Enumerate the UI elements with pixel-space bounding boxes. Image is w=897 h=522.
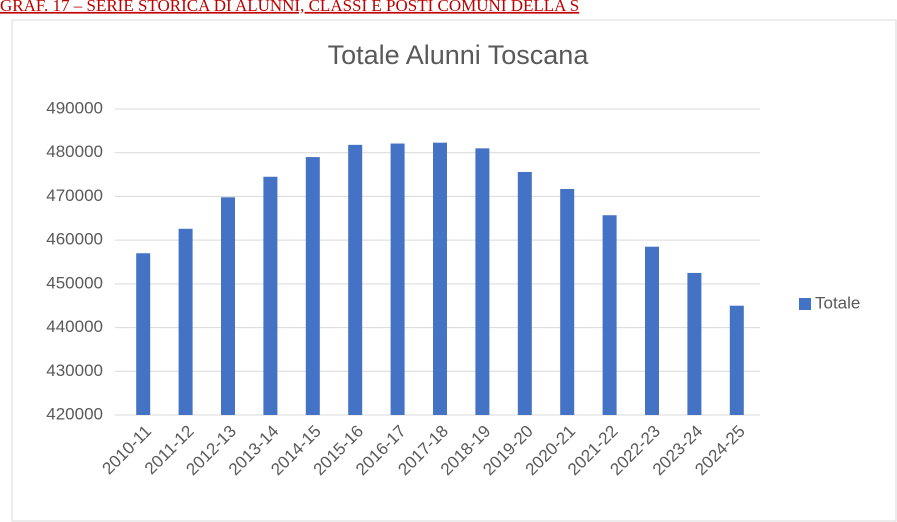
y-tick-label: 470000 [46, 186, 103, 205]
bar [602, 215, 617, 415]
legend-label: Totale [815, 293, 860, 312]
bar [136, 253, 151, 415]
y-tick-label: 480000 [46, 142, 103, 161]
bar [263, 176, 278, 415]
bar [475, 148, 490, 416]
bar [517, 171, 532, 415]
bar [390, 143, 405, 415]
bar [645, 246, 659, 415]
bar [729, 305, 744, 415]
chart-title: Totale Alunni Toscana [328, 40, 590, 70]
y-tick-label: 430000 [46, 361, 103, 380]
bar [305, 157, 320, 416]
legend-swatch [799, 298, 811, 310]
bar [433, 142, 447, 415]
bar [348, 144, 363, 416]
y-tick-label: 420000 [46, 404, 103, 423]
bar [221, 197, 235, 415]
bar [687, 272, 702, 415]
y-tick-label: 450000 [46, 273, 103, 292]
chart-frame [11, 19, 897, 522]
y-tick-label: 460000 [46, 230, 103, 249]
y-tick-label: 490000 [46, 98, 103, 117]
bar [560, 188, 575, 415]
bar [178, 228, 193, 415]
y-tick-label: 440000 [46, 317, 103, 336]
caption: GRAF. 17 – SERIE STORICA DI ALUNNI, CLAS… [0, 0, 579, 15]
